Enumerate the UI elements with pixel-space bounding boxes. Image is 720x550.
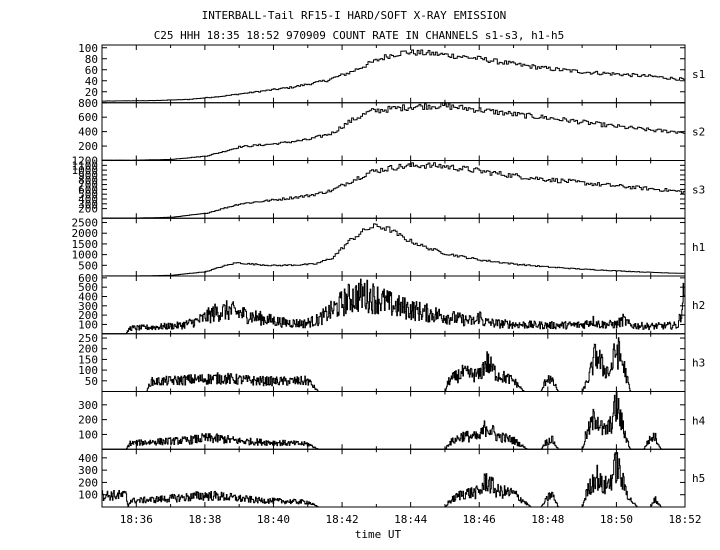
y-tick-label-s3: 900: [78, 169, 98, 182]
y-tick-label-s2: 800: [78, 97, 98, 110]
trace-s1: [102, 49, 686, 102]
y-tick-label-h2: 600: [78, 272, 98, 285]
figure-subtitle: C25 HHH 18:35 18:52 970909 COUNT RATE IN…: [154, 29, 565, 42]
y-tick-label-h3: 250: [78, 332, 98, 345]
y-tick-label-s3: 400: [78, 193, 98, 206]
panel-label-s3: s3: [692, 183, 705, 196]
y-tick-label-s3: 300: [78, 198, 98, 211]
panel-frame-s2: [101, 102, 686, 161]
y-tick-label-h4: 100: [78, 428, 98, 441]
y-tick-label-s1: 80: [85, 53, 98, 66]
x-tick-label: 18:40: [257, 513, 290, 526]
y-tick-label-h1: 1500: [72, 238, 99, 251]
y-tick-label-s3: 700: [78, 179, 98, 192]
y-tick-label-s2: 600: [78, 111, 98, 124]
y-tick-label-h3: 100: [78, 364, 98, 377]
y-tick-label-s3: 800: [78, 174, 98, 187]
panel-label-s2: s2: [692, 126, 705, 139]
figure-title: INTERBALL-Tail RF15-I HARD/SOFT X-RAY EM…: [202, 9, 507, 22]
panel-label-h1: h1: [692, 241, 705, 254]
y-tick-label-h1: 2500: [72, 217, 99, 230]
y-tick-label-h3: 50: [85, 375, 98, 388]
y-tick-label-s2: 200: [78, 140, 98, 153]
x-tick-label: 18:44: [394, 513, 427, 526]
trace-h1: [102, 223, 686, 277]
y-tick-label-s1: 100: [78, 42, 98, 55]
y-tick-label-s3: 1100: [72, 159, 99, 172]
x-tick-label: 18:52: [668, 513, 701, 526]
y-tick-label-s1: 60: [85, 64, 98, 77]
x-tick-label: 18:38: [188, 513, 221, 526]
y-tick-label-h2: 100: [78, 318, 98, 331]
trace-s2: [102, 102, 686, 161]
y-tick-label-s3: 1000: [72, 164, 99, 177]
y-tick-label-h4: 300: [78, 399, 98, 412]
y-tick-label-s1: 40: [85, 75, 98, 88]
trace-h4: [102, 391, 685, 450]
panel-frame-h1: [101, 217, 686, 277]
y-tick-label-h2: 300: [78, 300, 98, 313]
y-tick-label-h1: 2000: [72, 227, 99, 240]
trace-h3: [102, 337, 685, 392]
y-tick-label-h5: 200: [78, 476, 98, 489]
trace-h5: [102, 452, 685, 508]
y-tick-label-s3: 600: [78, 183, 98, 196]
y-tick-label-h5: 400: [78, 452, 98, 465]
panel-label-h4: h4: [692, 414, 706, 427]
y-tick-label-s1: 20: [85, 86, 98, 99]
channel-panels: 20406080100s1200400600800s22003004005006…: [72, 42, 706, 508]
y-tick-label-h2: 200: [78, 309, 98, 322]
x-tick-label: 18:48: [531, 513, 564, 526]
y-tick-label-h2: 400: [78, 290, 98, 303]
y-tick-label-h1: 1000: [72, 249, 99, 262]
trace-s3: [102, 162, 686, 219]
x-tick-label: 18:42: [325, 513, 358, 526]
y-tick-label-s2: 400: [78, 126, 98, 139]
panel-label-h2: h2: [692, 299, 705, 312]
panel-label-h5: h5: [692, 472, 705, 485]
y-tick-label-h3: 150: [78, 353, 98, 366]
y-tick-label-s3: 1200: [72, 155, 99, 168]
y-tick-label-h1: 500: [78, 259, 98, 272]
y-tick-label-h5: 300: [78, 464, 98, 477]
x-tick-label: 18:36: [120, 513, 153, 526]
y-tick-label-s3: 200: [78, 203, 98, 216]
y-tick-label-h4: 200: [78, 414, 98, 427]
x-tick-label: 18:46: [463, 513, 496, 526]
panel-label-h3: h3: [692, 357, 705, 370]
y-tick-label-h5: 100: [78, 489, 98, 502]
trace-h2: [102, 278, 686, 335]
x-tick-label: 18:50: [600, 513, 633, 526]
x-axis-label: time UT: [355, 528, 402, 541]
y-tick-label-s3: 500: [78, 188, 98, 201]
y-tick-label-h2: 500: [78, 281, 98, 294]
y-tick-label-h3: 200: [78, 343, 98, 356]
panel-label-s1: s1: [692, 68, 705, 81]
time-axis: 18:36 18:38 18:40 18:42 18:44 18:46 18:48 18:50…: [120, 513, 702, 526]
